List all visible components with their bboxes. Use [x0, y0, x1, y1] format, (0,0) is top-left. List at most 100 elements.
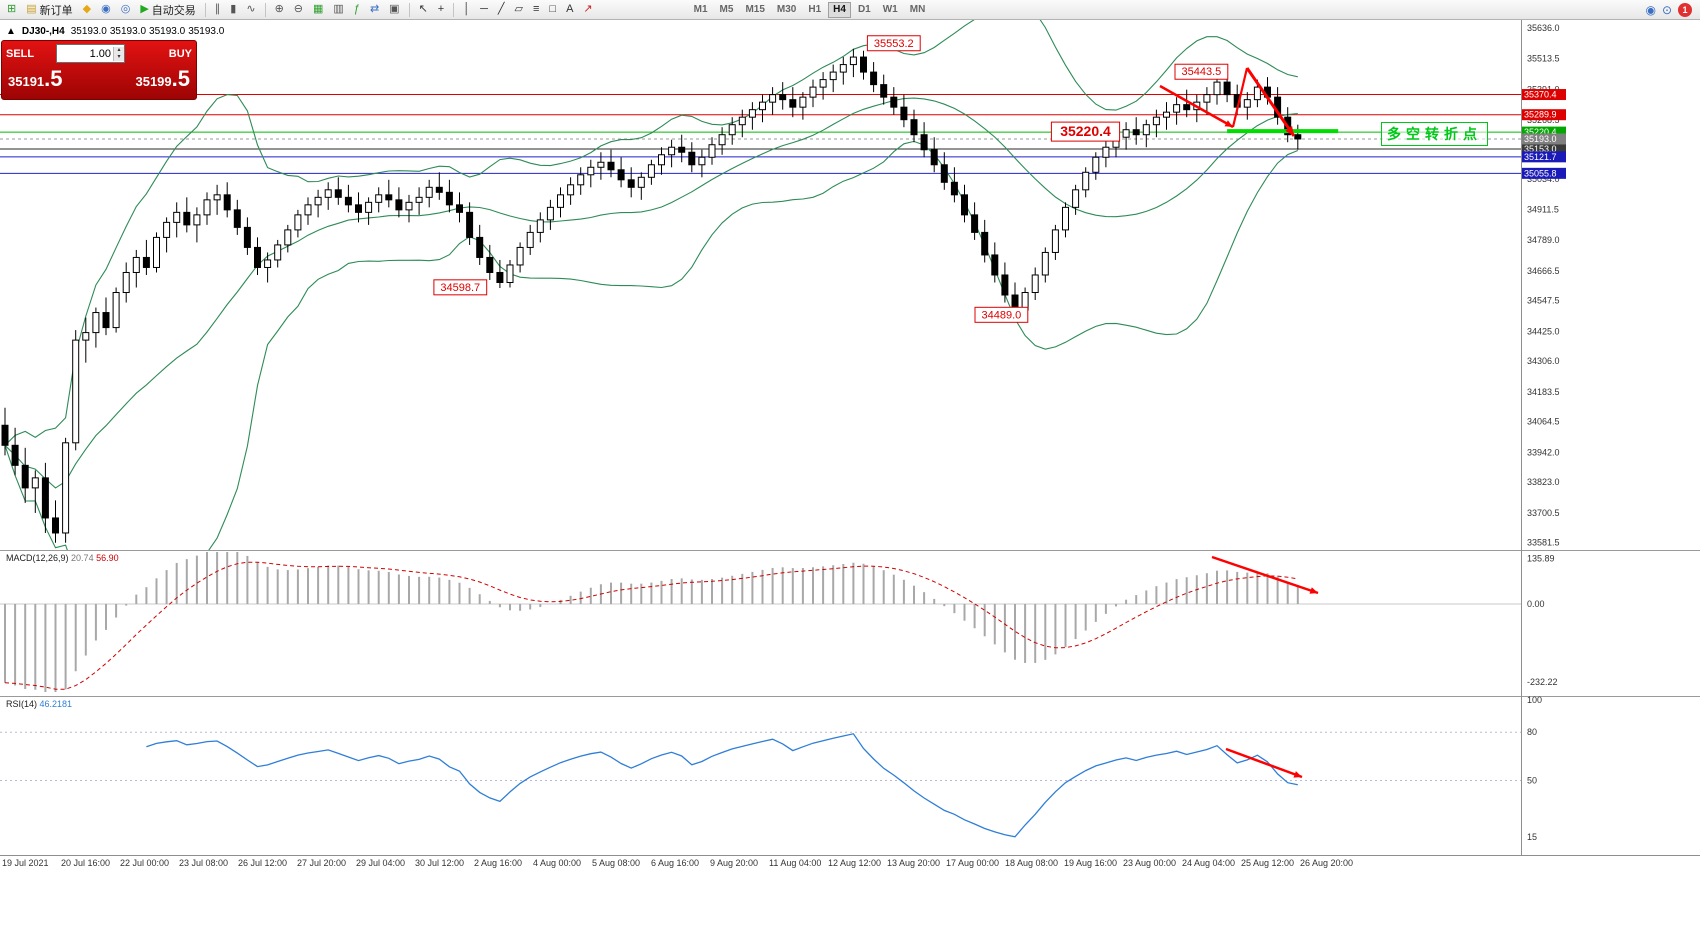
price-badge-text: 35289.9: [1524, 110, 1557, 120]
candle: [587, 166, 595, 176]
candle: [991, 254, 999, 276]
trend-arrow[interactable]: [1225, 747, 1303, 779]
bar-chart-button[interactable]: ∥: [211, 1, 225, 19]
indicators-button[interactable]: ƒ: [350, 1, 364, 19]
channel-button[interactable]: ▱: [511, 1, 527, 19]
rsi-panel[interactable]: 100 80 50 15: [0, 696, 1700, 855]
price-tick-label: 34064.5: [1527, 417, 1560, 427]
candle: [456, 204, 463, 213]
text-button[interactable]: A: [562, 1, 577, 19]
metaquotes-button[interactable]: ◆: [79, 1, 95, 19]
candle: [233, 209, 241, 228]
collapse-arrow-icon[interactable]: ▲: [6, 26, 16, 37]
price-callout[interactable]: [1050, 121, 1121, 142]
candle: [526, 231, 534, 248]
candle: [1062, 206, 1069, 231]
crosshair-button[interactable]: +: [434, 1, 448, 19]
candle: [1173, 104, 1181, 113]
timeframe-m15[interactable]: M15: [740, 2, 769, 18]
timeframe-h1[interactable]: H1: [803, 2, 826, 18]
time-axis[interactable]: 19 Jul 2021 20 Jul 16:00 22 Jul 00:00 23 Ju…: [0, 855, 1700, 871]
trend-arrow[interactable]: [1159, 84, 1234, 129]
price-callout[interactable]: [433, 279, 488, 296]
candle: [304, 204, 312, 216]
candle: [1203, 94, 1211, 103]
horizontal-line-button[interactable]: ─: [476, 1, 492, 19]
price-callout[interactable]: [1174, 63, 1229, 80]
refresh-button[interactable]: ⇄: [366, 1, 383, 19]
candlestick-chart-button[interactable]: ▮: [226, 1, 240, 19]
macd-panel[interactable]: 135.89 0.00 -232.22: [0, 550, 1700, 696]
candle: [425, 186, 433, 198]
sell-price[interactable]: 35191.5: [8, 66, 63, 91]
zoom-in-button[interactable]: ⊕: [271, 1, 288, 19]
trend-arrow[interactable]: [1231, 67, 1249, 128]
cursor-button[interactable]: ↖: [415, 1, 432, 19]
horizontal-line-icon: ─: [480, 3, 488, 15]
candle: [173, 211, 181, 223]
price-tick-label: 33942.0: [1527, 447, 1560, 457]
price-tick-label: 34789.0: [1527, 235, 1560, 245]
candle: [41, 477, 49, 519]
accounts-button[interactable]: ◉: [97, 1, 115, 19]
main-chart[interactable]: 35636.035513.535391.035268.535146.035034…: [0, 20, 1700, 550]
tile-windows-button[interactable]: ▦: [309, 1, 327, 19]
candle: [415, 196, 423, 203]
volume-input[interactable]: [57, 46, 113, 61]
candle: [324, 189, 332, 198]
toolbar-timeframes: M1 M5 M15 M30 H1 H4 D1 W1 MN: [688, 0, 932, 19]
autotrading-button[interactable]: ▶ 自动交易: [136, 1, 199, 19]
candle: [819, 79, 827, 88]
price-tick-label: 34666.5: [1527, 266, 1560, 276]
community-icon[interactable]: ◉: [1645, 2, 1656, 17]
timeframe-m30[interactable]: M30: [772, 2, 801, 18]
new-chart-button[interactable]: ⊞: [3, 1, 20, 19]
accounts-icon: ◉: [101, 3, 111, 15]
trend-arrow[interactable]: [1245, 67, 1296, 137]
community-button[interactable]: ◎: [117, 1, 135, 19]
buy-price[interactable]: 35199.5: [135, 66, 190, 91]
candle: [829, 71, 837, 81]
candle: [334, 189, 342, 198]
candle: [849, 56, 857, 66]
line-chart-button[interactable]: ∿: [242, 1, 259, 19]
volume-down-icon[interactable]: ▾: [113, 53, 124, 61]
buy-button[interactable]: BUY: [168, 47, 192, 60]
candle: [385, 194, 393, 201]
timeframe-mn[interactable]: MN: [905, 2, 931, 18]
vertical-line-button[interactable]: │: [459, 1, 474, 19]
rsi-indicator-label: RSI(14) 46.2181: [6, 699, 73, 709]
timeframe-m5[interactable]: M5: [715, 2, 739, 18]
candle: [445, 191, 453, 206]
candle: [405, 201, 413, 211]
price-callout[interactable]: [974, 306, 1029, 323]
trendline-button[interactable]: ╱: [494, 1, 509, 19]
timeframe-h4[interactable]: H4: [828, 1, 851, 18]
time-label: 22 Jul 00:00: [120, 858, 170, 868]
time-label: 11 Aug 04:00: [769, 858, 822, 868]
candlestick-chart-icon: ▮: [230, 3, 237, 15]
price-callout[interactable]: [866, 35, 921, 52]
notification-badge[interactable]: 1: [1678, 2, 1692, 17]
candle: [1092, 156, 1100, 173]
arrow-tool-button[interactable]: ↗: [579, 1, 596, 19]
candle: [294, 214, 302, 231]
timeframe-d1[interactable]: D1: [853, 2, 876, 18]
price-tick-label: 34911.5: [1527, 204, 1559, 214]
fibonacci-button[interactable]: ≡: [529, 1, 543, 19]
cascade-windows-button[interactable]: ▥: [329, 1, 347, 19]
search-icon[interactable]: ⊙: [1661, 2, 1672, 17]
timeframe-w1[interactable]: W1: [878, 2, 903, 18]
timeframe-m1[interactable]: M1: [689, 2, 713, 18]
trend-arrow[interactable]: [1211, 555, 1319, 595]
new-order-button[interactable]: ▤ 新订单: [22, 1, 76, 19]
price-callout-text: 34489.0: [982, 309, 1022, 321]
turning-point-label[interactable]: 多空转折点: [1381, 122, 1488, 146]
volume-up-icon[interactable]: ▴: [113, 46, 124, 54]
snapshot-button[interactable]: ▣: [385, 1, 403, 19]
zoom-out-button[interactable]: ⊖: [290, 1, 307, 19]
arrow-tool-icon: ↗: [583, 3, 593, 15]
shapes-button[interactable]: □: [545, 1, 560, 19]
sell-button[interactable]: SELL: [6, 47, 35, 60]
